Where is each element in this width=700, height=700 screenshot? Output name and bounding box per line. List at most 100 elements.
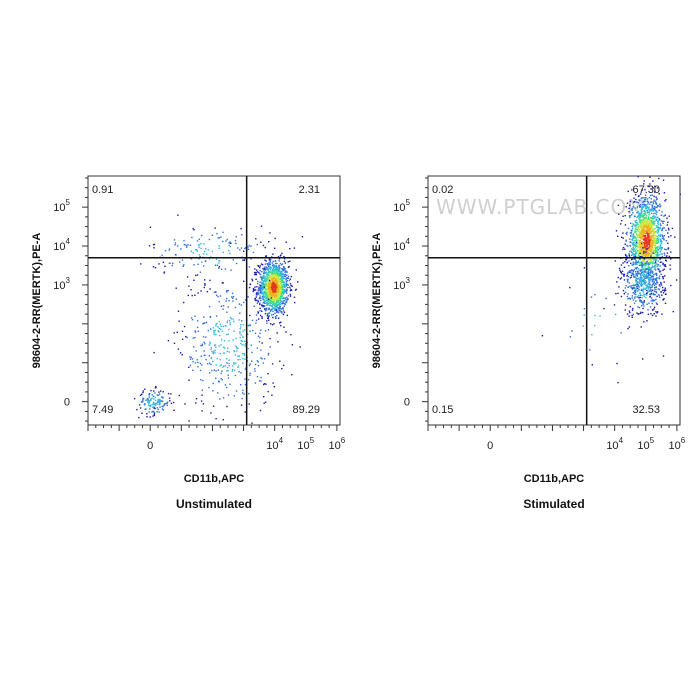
event-dot	[638, 216, 641, 218]
event-dot	[636, 262, 638, 264]
event-dot	[282, 308, 284, 310]
event-dot	[274, 293, 276, 295]
event-dot	[263, 277, 266, 279]
event-dot	[638, 228, 640, 230]
event-dot	[645, 249, 648, 251]
event-dot	[285, 331, 287, 333]
event-dot	[634, 263, 636, 265]
event-dot	[658, 275, 661, 277]
event-dot	[227, 347, 229, 349]
event-dot	[269, 276, 272, 278]
event-dot	[643, 199, 646, 201]
event-dot	[617, 292, 619, 295]
event-dot	[246, 341, 249, 344]
event-dot	[654, 273, 656, 275]
event-dot	[195, 249, 197, 251]
event-dot	[177, 214, 179, 216]
event-dot	[653, 229, 655, 231]
event-dot	[639, 235, 641, 238]
event-dot	[255, 271, 257, 274]
event-dot	[274, 285, 277, 287]
event-dot	[646, 209, 649, 211]
event-dot	[269, 295, 271, 297]
event-dot	[194, 315, 196, 317]
event-dot	[274, 277, 276, 279]
event-dot	[266, 284, 269, 286]
event-dot	[275, 286, 278, 288]
event-dot	[635, 268, 638, 270]
event-dot	[273, 272, 275, 275]
event-dot	[641, 189, 644, 191]
event-dot	[621, 236, 623, 238]
x-tick-label: 0	[487, 440, 493, 452]
event-dot	[663, 264, 665, 266]
event-dot	[276, 306, 278, 309]
event-dot	[168, 248, 171, 250]
event-dot	[648, 266, 650, 268]
event-dot	[215, 291, 217, 293]
event-dot	[640, 270, 642, 272]
event-dot	[634, 276, 636, 278]
event-dot	[626, 261, 629, 264]
y-tick-label: 104	[53, 237, 70, 253]
event-dot	[247, 324, 250, 327]
event-dot	[643, 295, 646, 297]
event-dot	[229, 241, 231, 243]
event-dot	[633, 250, 635, 252]
event-dot	[275, 309, 278, 311]
event-dot	[281, 302, 284, 305]
event-dot	[634, 250, 636, 253]
event-dot	[639, 233, 641, 235]
event-dot	[282, 269, 285, 272]
event-dot	[276, 262, 278, 265]
event-dot	[209, 362, 211, 364]
event-dot	[635, 198, 637, 201]
event-dot	[259, 310, 261, 312]
event-dot	[267, 267, 269, 270]
event-dot	[634, 244, 636, 247]
event-dot	[270, 289, 272, 292]
event-dot	[261, 317, 263, 319]
event-dot	[162, 405, 164, 408]
event-dot	[649, 272, 652, 274]
event-dot	[267, 292, 269, 294]
event-dot	[287, 261, 289, 263]
event-dot	[192, 227, 194, 230]
event-dot	[668, 229, 670, 231]
event-dot	[648, 253, 651, 255]
event-dot	[637, 236, 639, 238]
event-dot	[650, 239, 652, 241]
event-dot	[179, 352, 182, 354]
event-dot	[214, 344, 216, 346]
event-dot	[663, 235, 666, 237]
event-dot	[154, 396, 156, 399]
event-dot	[264, 297, 266, 299]
event-dot	[642, 274, 644, 276]
event-dot	[284, 275, 287, 277]
event-dot	[260, 225, 263, 227]
event-dot	[650, 227, 652, 229]
x-axis: 0 104 105 106	[87, 425, 346, 452]
event-dot	[639, 254, 642, 256]
event-dot	[264, 291, 267, 294]
event-dot	[663, 215, 665, 217]
event-dot	[258, 287, 261, 289]
event-dot	[280, 284, 282, 287]
event-dot	[190, 289, 192, 291]
event-dot	[653, 281, 655, 283]
event-dot	[264, 269, 267, 271]
event-dot	[244, 368, 247, 370]
event-dot	[213, 369, 215, 371]
event-dot	[215, 370, 217, 372]
event-dot	[649, 261, 651, 264]
event-dot	[232, 339, 234, 341]
event-dot	[265, 268, 267, 270]
event-dot	[622, 215, 624, 217]
event-dot	[647, 211, 649, 214]
event-dot	[265, 277, 267, 279]
event-dot	[656, 242, 658, 244]
event-dot	[633, 302, 636, 304]
event-dot	[286, 296, 288, 298]
event-dot	[663, 290, 666, 292]
event-dot	[654, 288, 656, 291]
